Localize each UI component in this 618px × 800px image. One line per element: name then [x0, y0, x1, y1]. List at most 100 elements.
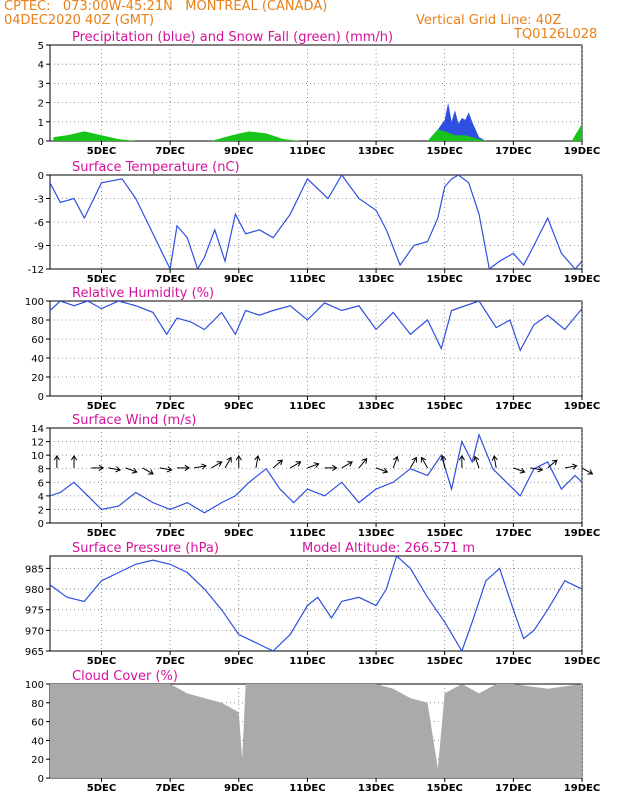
x-tick-label: 7DEC	[155, 146, 184, 157]
x-tick-label: 13DEC	[358, 146, 394, 157]
x-tick-label: 15DEC	[427, 401, 463, 412]
wind-arrow	[341, 461, 353, 469]
wind-arrow-head	[184, 464, 190, 472]
y-tick-label: 975	[25, 606, 44, 617]
x-tick-label: 11DEC	[289, 656, 325, 667]
y-tick-label: 980	[25, 585, 44, 596]
x-tick-label: 5DEC	[87, 401, 116, 412]
y-tick-label: 12	[31, 438, 44, 449]
x-tick-label: 19DEC	[564, 146, 600, 157]
wind-arrow-head	[551, 459, 558, 466]
wind-arrow	[442, 455, 446, 468]
x-tick-label: 9DEC	[224, 656, 253, 667]
wind-arrow	[375, 467, 388, 473]
x-tick-label: 7DEC	[155, 783, 184, 794]
x-tick-label: 11DEC	[289, 146, 325, 157]
wind-arrow-head	[361, 457, 368, 464]
wind-arrow-head	[70, 454, 78, 461]
x-tick-label: 17DEC	[495, 528, 531, 539]
wind-arrow-head	[115, 466, 122, 473]
wind-arrow-head	[411, 456, 418, 463]
x-tick-label: 13DEC	[358, 783, 394, 794]
x-tick-label: 7DEC	[155, 528, 184, 539]
y-tick-label: 40	[31, 736, 44, 747]
x-tick-label: 19DEC	[564, 656, 600, 667]
panel-title: Surface Pressure (hPa)	[72, 541, 219, 556]
x-tick-label: 5DEC	[87, 274, 116, 285]
y-tick-label: 5	[38, 41, 44, 52]
y-tick-label: -9	[34, 242, 44, 253]
y-tick-label: 40	[31, 354, 44, 365]
wind-arrow-head	[420, 456, 427, 463]
wind-arrow-head	[393, 455, 399, 462]
x-tick-label: 13DEC	[358, 401, 394, 412]
wind-arrow	[474, 456, 480, 469]
wind-arrow	[421, 457, 428, 469]
x-tick-label: 15DEC	[427, 656, 463, 667]
y-tick-label: 60	[31, 718, 44, 729]
y-tick-label: 0	[38, 774, 44, 785]
x-tick-label: 9DEC	[224, 146, 253, 157]
wind-arrow-head	[148, 469, 154, 475]
panel-title: Surface Wind (m/s)	[72, 413, 196, 428]
wind-arrow	[159, 467, 172, 471]
wind-arrow	[530, 467, 543, 471]
y-tick-label: 965	[25, 647, 44, 658]
wind-arrow-head	[201, 463, 207, 470]
wind-arrow-head	[519, 467, 526, 474]
y-tick-label: 1	[38, 118, 44, 129]
x-tick-label: 9DEC	[224, 528, 253, 539]
wind-arrow	[211, 461, 222, 469]
snow-fall-area	[53, 123, 582, 141]
y-tick-label: 2	[38, 505, 44, 516]
wind-arrow-head	[313, 462, 320, 469]
x-tick-label: 13DEC	[358, 528, 394, 539]
wind-arrow-head	[295, 461, 302, 467]
series-line	[50, 301, 582, 352]
panel-title: Precipitation (blue) and Snow Fall (gree…	[72, 30, 393, 45]
wind-arrow-head	[458, 454, 465, 461]
panel-title: Cloud Cover (%)	[72, 669, 178, 684]
wind-arrow	[513, 467, 525, 473]
x-tick-label: 19DEC	[564, 401, 600, 412]
wind-arrow	[255, 455, 259, 468]
y-tick-label: 100	[25, 297, 44, 308]
y-tick-label: 14	[31, 424, 44, 435]
header-date: 04DEC2020 40Z (GMT)	[4, 13, 155, 28]
x-tick-label: 9DEC	[224, 783, 253, 794]
wind-arrow-head	[131, 467, 138, 474]
x-tick-label: 15DEC	[427, 528, 463, 539]
y-tick-label: 80	[31, 699, 44, 710]
x-tick-label: 9DEC	[224, 274, 253, 285]
x-tick-label: 5DEC	[87, 528, 116, 539]
x-tick-label: 5DEC	[87, 146, 116, 157]
wind-arrow-head	[53, 454, 60, 461]
y-tick-label: 20	[31, 373, 44, 384]
wind-arrow	[581, 467, 593, 475]
wind-arrow	[564, 465, 577, 469]
y-tick-label: -6	[34, 218, 44, 229]
y-tick-label: 0	[38, 392, 44, 403]
panel-frame	[49, 555, 583, 652]
wind-arrow-head	[216, 461, 223, 467]
x-tick-label: 17DEC	[495, 146, 531, 157]
panel-frame	[49, 300, 583, 397]
y-tick-label: 8	[38, 465, 44, 476]
panel-title: Surface Temperature (nC)	[72, 160, 240, 175]
wind-arrow-head	[226, 456, 232, 463]
header-station: CPTEC: 073:00W-45:21N MONTREAL (CANADA)	[4, 0, 328, 14]
y-tick-label: 0	[38, 519, 44, 530]
x-tick-label: 17DEC	[495, 783, 531, 794]
series-line	[50, 432, 582, 514]
wind-arrow-head	[347, 461, 353, 467]
wind-arrow	[108, 467, 121, 471]
wind-arrow	[224, 457, 232, 469]
x-tick-label: 7DEC	[155, 656, 184, 667]
x-tick-label: 11DEC	[289, 274, 325, 285]
x-tick-label: 19DEC	[564, 528, 600, 539]
cloud-cover-area	[50, 684, 582, 778]
panel-title: Relative Humidity (%)	[72, 286, 214, 301]
wind-arrow-head	[571, 463, 578, 470]
wind-arrow-head	[235, 454, 242, 461]
wind-arrow-head	[166, 466, 173, 473]
